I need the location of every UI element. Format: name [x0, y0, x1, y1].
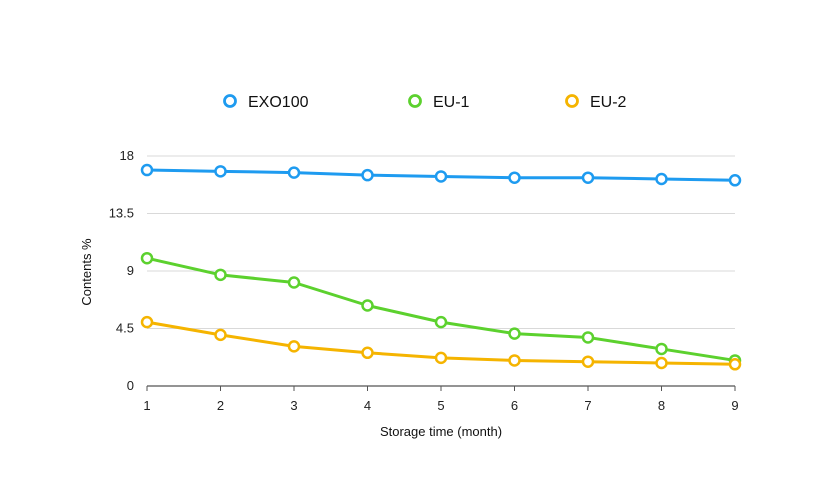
data-point-eu-2	[287, 340, 301, 353]
data-point-eu-1	[434, 315, 448, 329]
x-tick-label: 9	[731, 398, 738, 413]
x-tick-label: 8	[658, 398, 665, 413]
data-point-exo100	[581, 171, 595, 184]
y-tick-label: 13.5	[109, 206, 134, 221]
y-tick-label: 4.5	[116, 321, 134, 336]
y-tick-label: 0	[127, 378, 134, 393]
legend-item-exo100: EXO100	[223, 94, 309, 111]
y-tick-label: 18	[120, 148, 134, 163]
series-lines	[140, 163, 742, 371]
data-point-eu-2	[434, 351, 448, 365]
legend-marker-exo100	[223, 94, 237, 108]
data-point-eu-2	[655, 356, 668, 370]
data-point-eu-2	[581, 355, 595, 368]
legend-label: EU-1	[433, 94, 470, 111]
data-point-eu-1	[361, 299, 374, 312]
legend-label: EU-2	[590, 94, 627, 111]
x-tick-label: 5	[437, 398, 444, 413]
data-point-exo100	[287, 166, 301, 179]
x-tick-label: 3	[290, 398, 297, 413]
x-tick-label: 2	[217, 398, 224, 413]
data-point-eu-2	[214, 328, 227, 342]
x-tick-label: 4	[364, 398, 371, 413]
data-point-exo100	[361, 168, 374, 182]
legend-item-eu-1: EU-1	[408, 94, 470, 111]
data-point-eu-1	[655, 342, 668, 356]
data-point-exo100	[655, 172, 668, 186]
legend-marker-eu-1	[408, 94, 422, 108]
y-axis-title: Contents %	[79, 238, 94, 306]
data-point-eu-1	[581, 331, 595, 344]
data-point-eu-2	[361, 346, 374, 360]
x-tick-label: 7	[584, 398, 591, 413]
x-axis-title: Storage time (month)	[380, 424, 502, 439]
data-point-eu-2	[728, 358, 742, 371]
data-point-exo100	[508, 171, 521, 184]
legend-marker-eu-2	[565, 94, 579, 108]
data-point-exo100	[434, 170, 448, 183]
data-point-eu-1	[287, 276, 301, 289]
data-point-exo100	[214, 165, 227, 178]
gridlines	[147, 155, 735, 329]
x-tick-label: 6	[511, 398, 518, 413]
data-point-exo100	[728, 174, 742, 187]
data-point-eu-2	[140, 315, 154, 329]
y-tick-label: 9	[127, 263, 134, 278]
data-point-eu-2	[508, 354, 521, 367]
data-point-eu-1	[214, 268, 227, 282]
legend: EXO100 EU-1 EU-2	[223, 94, 627, 111]
data-point-exo100	[140, 163, 154, 177]
axes: 0 4.5 9 13.5 18 1 2 3 4 5 6 7 8 9	[109, 148, 739, 413]
legend-item-eu-2: EU-2	[565, 94, 627, 111]
legend-label: EXO100	[248, 94, 309, 111]
series-line-eu-1	[145, 256, 737, 362]
x-tick-label: 1	[143, 398, 150, 413]
data-point-eu-1	[508, 327, 521, 340]
data-point-eu-1	[140, 251, 154, 265]
